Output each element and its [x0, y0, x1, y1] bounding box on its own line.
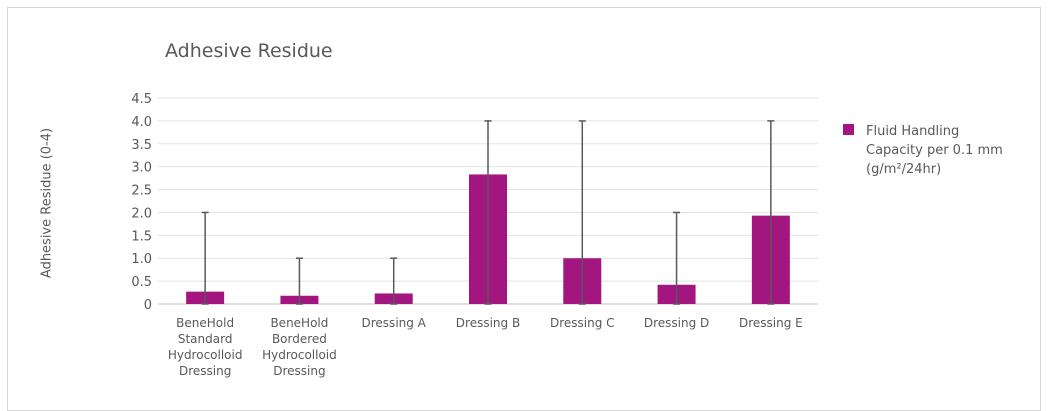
- x-category-label: Dressing B: [456, 316, 520, 330]
- y-tick-label: 3.5: [131, 138, 152, 153]
- x-category-label-line: Dressing C: [550, 316, 615, 330]
- y-tick-label: 2.0: [131, 206, 152, 221]
- x-category-label: Dressing A: [362, 316, 427, 330]
- chart-frame: [7, 7, 1041, 411]
- y-tick-label: 0: [144, 298, 152, 313]
- y-tick-label: 4.0: [131, 115, 152, 130]
- legend-line: (g/m²/24hr): [866, 162, 942, 177]
- x-category-label-line: Standard: [178, 332, 233, 346]
- x-category-label: Dressing D: [644, 316, 709, 330]
- y-tick-label: 0.5: [131, 275, 152, 290]
- x-category-label: BeneHold Bordered Hydrocolloid Dressing: [262, 316, 337, 378]
- x-category-label-line: Dressing: [273, 364, 325, 378]
- y-tick-label: 1.5: [131, 229, 152, 244]
- x-category-label-line: Hydrocolloid: [168, 348, 243, 362]
- x-category-label: BeneHold Standard Hydrocolloid Dressing: [168, 316, 243, 378]
- y-tick-label: 1.0: [131, 252, 152, 267]
- x-category-label-line: Dressing B: [456, 316, 520, 330]
- x-category-label-line: Dressing E: [739, 316, 803, 330]
- chart-title: Adhesive Residue: [165, 40, 333, 62]
- x-category-label: Dressing C: [550, 316, 615, 330]
- x-category-label-line: Hydrocolloid: [262, 348, 337, 362]
- legend-line: Capacity per 0.1 mm: [866, 143, 1003, 158]
- error-bars: [201, 120, 775, 305]
- x-category-labels: BeneHold Standard Hydrocolloid DressingBene…: [168, 316, 803, 378]
- x-category-label: Dressing E: [739, 316, 803, 330]
- x-category-label-line: BeneHold: [176, 316, 234, 330]
- legend-swatch: [843, 124, 854, 135]
- x-category-label-line: Dressing: [179, 364, 231, 378]
- y-tick-labels: 0 0.5 1.0 1.5 2.0 2.5 3.0 3.5 4.0 4.5: [131, 92, 152, 313]
- legend-label: Fluid Handling Capacity per 0.1 mm (g/m²…: [866, 122, 1006, 179]
- y-tick-label: 4.5: [131, 92, 152, 107]
- x-category-label-line: BeneHold: [270, 316, 328, 330]
- x-category-label-line: Dressing D: [644, 316, 709, 330]
- y-tick-label: 2.5: [131, 184, 152, 199]
- y-tick-label: 3.0: [131, 161, 152, 176]
- legend-line: Fluid Handling: [866, 124, 960, 139]
- x-category-label-line: Bordered: [272, 332, 327, 346]
- x-category-label-line: Dressing A: [362, 316, 427, 330]
